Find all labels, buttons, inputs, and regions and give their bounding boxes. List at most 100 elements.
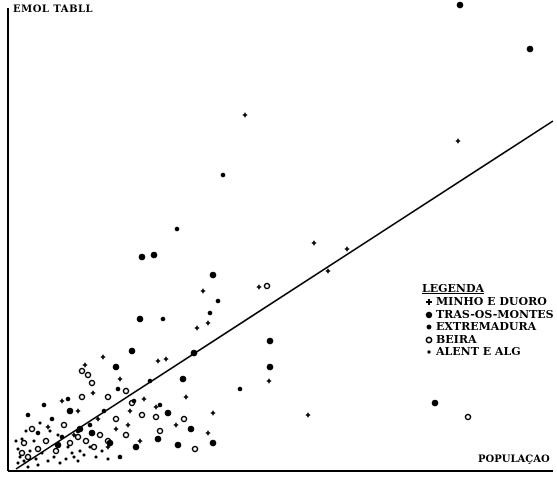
data-point-small-dot-series-4 [32,439,36,443]
trend-line [15,120,554,470]
data-point-small-dot-series-4 [56,433,60,437]
data-point-disc-series-1 [266,337,274,345]
data-point-small-dot-series-4 [16,461,20,465]
data-points [14,1,534,469]
data-point-ring-series-3 [156,427,164,435]
small-dot-marker-icon [422,348,436,356]
data-point-plus-series-0 [45,424,51,430]
data-point-disc-series-1 [150,251,158,259]
data-point-small-dot-series-4 [36,463,40,467]
data-point-plus-series-0 [173,422,179,428]
data-point-dot-series-2 [174,226,180,232]
dot-marker-icon [422,323,436,331]
data-point-plus-series-0 [210,410,216,416]
data-point-small-dot-series-4 [26,465,30,469]
legend-label: MINHO E DUORO [436,295,547,309]
data-point-disc-series-1 [174,441,182,449]
data-point-plus-series-0 [183,394,189,400]
data-point-ring-series-3 [78,367,86,375]
data-point-plus-series-0 [205,320,211,326]
data-point-ring-series-3 [60,421,68,429]
data-point-plus-series-0 [305,412,311,418]
data-point-ring-series-3 [112,415,120,423]
data-point-small-dot-series-4 [64,457,68,461]
data-point-small-dot-series-4 [22,459,26,463]
data-point-plus-series-0 [75,408,81,414]
legend-label: TRAS-OS-MONTES [436,307,554,321]
data-point-small-dot-series-4 [24,429,28,433]
data-point-ring-series-3 [191,445,199,453]
data-point-plus-series-0 [256,284,262,290]
data-point-ring-series-3 [122,387,130,395]
data-point-ring-series-3 [122,431,130,439]
disc-marker-icon [422,311,436,319]
data-point-disc-series-1 [431,399,439,407]
data-point-plus-series-0 [100,354,106,360]
data-point-ring-series-3 [138,411,146,419]
data-point-plus-series-0 [200,288,206,294]
data-point-plus-series-0 [155,358,161,364]
data-point-disc-series-1 [266,363,274,371]
data-point-plus-series-0 [153,404,159,410]
data-point-plus-series-0 [455,138,461,144]
data-point-disc-series-1 [132,443,140,451]
data-point-dot-series-2 [160,316,166,322]
legend-item-beira: BEIRA [422,333,554,347]
data-point-dot-series-2 [35,430,41,436]
data-point-plus-series-0 [125,422,131,428]
data-point-plus-series-0 [59,398,65,404]
data-point-plus-series-0 [141,396,147,402]
data-point-dot-series-2 [207,310,213,316]
data-point-disc-series-1 [456,1,464,9]
data-point-dot-series-2 [220,172,226,178]
data-point-dot-series-2 [237,386,243,392]
data-point-ring-series-3 [78,393,86,401]
data-point-small-dot-series-4 [14,439,18,443]
legend-label: EXTREMADURA [436,320,537,334]
x-axis-label: POPULAÇAO [478,454,550,465]
data-point-plus-series-0 [117,376,123,382]
data-point-disc-series-1 [187,425,195,433]
data-point-plus-series-0 [311,240,317,246]
data-point-dot-series-2 [117,454,123,460]
data-point-ring-series-3 [24,453,32,461]
data-point-plus-series-0 [90,390,96,396]
data-point-ring-series-3 [42,437,50,445]
data-point-dot-series-2 [65,396,71,402]
legend-label: ALENT E ALG [436,345,521,359]
data-point-plus-series-0 [163,356,169,362]
data-point-small-dot-series-4 [76,459,80,463]
data-point-ring-series-3 [104,393,112,401]
data-point-ring-series-3 [20,439,28,447]
data-point-ring-series-3 [74,433,82,441]
data-point-ring-series-3 [152,413,160,421]
data-point-ring-series-3 [104,437,112,445]
data-point-ring-series-3 [180,415,188,423]
y-axis-label: EMOL TABLL [13,4,94,15]
legend-item-minho: MINHO E DUORO [422,296,554,309]
data-point-small-dot-series-4 [58,461,62,465]
data-point-dot-series-2 [25,412,31,418]
data-point-small-dot-series-4 [66,445,70,449]
data-point-ring-series-3 [34,445,42,453]
data-point-disc-series-1 [179,375,187,383]
legend-item-alent-alg: ALENT E ALG [422,346,554,359]
data-point-small-dot-series-4 [106,457,110,461]
data-point-small-dot-series-4 [70,451,74,455]
data-point-small-dot-series-4 [46,459,50,463]
data-point-small-dot-series-4 [72,455,76,459]
data-point-ring-series-3 [28,425,36,433]
data-point-disc-series-1 [526,45,534,53]
data-point-small-dot-series-4 [16,447,20,451]
data-point-ring-series-3 [66,439,74,447]
data-point-disc-series-1 [112,363,120,371]
data-point-ring-series-3 [90,443,98,451]
data-point-small-dot-series-4 [38,421,42,425]
data-point-small-dot-series-4 [18,455,22,459]
data-point-ring-series-3 [96,431,104,439]
data-point-small-dot-series-4 [88,445,92,449]
data-point-disc-series-1 [209,271,217,279]
data-point-small-dot-series-4 [94,455,98,459]
data-point-ring-series-3 [84,371,92,379]
